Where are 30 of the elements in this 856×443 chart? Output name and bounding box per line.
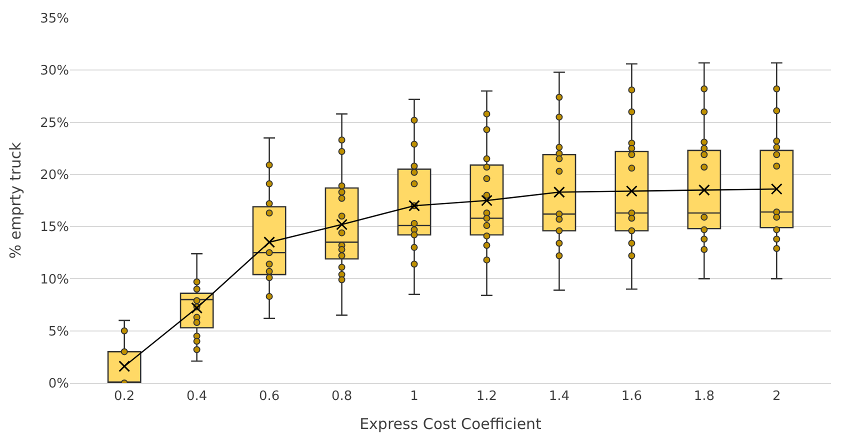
point [698, 184, 710, 196]
point [626, 185, 638, 197]
point [408, 200, 420, 212]
point [480, 194, 492, 206]
point [118, 360, 130, 372]
x-tick-label: 1.6 [621, 388, 642, 404]
point [336, 218, 348, 230]
y-tick-label: 15% [40, 220, 69, 236]
point [191, 302, 203, 314]
point [770, 183, 782, 195]
x-tick-label: 1.8 [694, 388, 715, 404]
x-axis-title: Express Cost Coefficient [360, 414, 542, 433]
x-tick-label: 1 [410, 388, 418, 404]
y-axis-title: % emprty truck [6, 142, 24, 259]
y-tick-label: 0% [48, 376, 69, 392]
y-tick-label: 35% [40, 12, 69, 27]
x-tick-label: 1.4 [548, 388, 570, 404]
point [264, 236, 276, 248]
y-tick-label: 10% [40, 272, 69, 288]
y-tick-label: 20% [40, 168, 69, 183]
x-tick-label: 1.2 [476, 388, 498, 404]
y-tick-label: 30% [40, 64, 69, 79]
x-tick-label: 2 [772, 388, 781, 404]
x-tick-label: 0.2 [114, 388, 135, 404]
x-tick-label: 0.8 [331, 388, 352, 404]
x-tick-label: 0.6 [258, 388, 280, 404]
point [553, 186, 565, 198]
y-tick-label: 25% [40, 116, 69, 131]
x-tick-label: 0.4 [186, 388, 208, 404]
y-tick-label: 5% [48, 324, 69, 340]
